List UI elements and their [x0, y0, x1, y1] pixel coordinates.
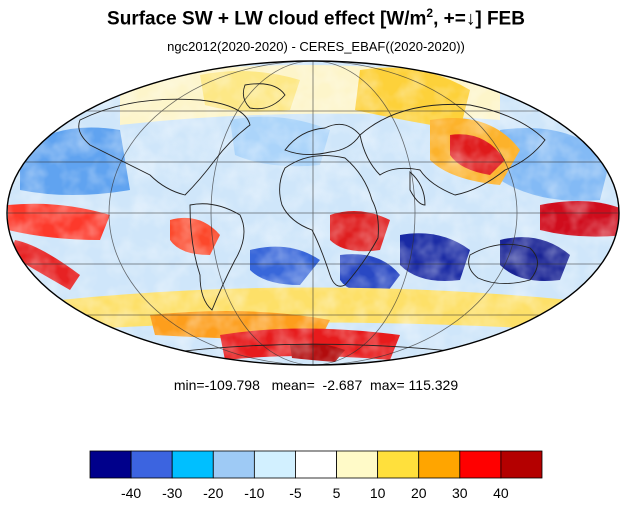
colorbar-tick-label: 30: [452, 485, 468, 501]
stat-min: -109.798: [204, 377, 260, 393]
colorbar-box: [336, 450, 379, 479]
colorbar-box: [500, 450, 543, 479]
colorbar-tick-label: 5: [333, 485, 341, 501]
colorbar-box: [295, 450, 337, 479]
coastlines: [78, 83, 546, 356]
statistics-line: min=-109.798 mean= -2.687 max= 115.329: [0, 377, 632, 393]
colorbar-box: [130, 450, 173, 479]
map-outline: [6, 60, 620, 366]
stat-min-label: min=: [173, 377, 205, 393]
stat-max: 115.329: [408, 377, 459, 393]
colorbar-tick-label: -5: [289, 485, 302, 501]
colorbar-box: [253, 450, 296, 479]
colorbar-boxes: [89, 450, 543, 479]
title-tail: , +=↓] FEB: [433, 8, 525, 30]
map-field: [7, 61, 619, 365]
colorbar-tick-label: 10: [370, 485, 386, 501]
plot-subtitle: ngc2012(2020-2020) - CERES_EBAF((2020-20…: [167, 39, 465, 54]
colorbar-tick-label: -30: [162, 485, 182, 501]
stat-max-label: max=: [370, 377, 405, 393]
colorbar-box: [377, 450, 420, 479]
title-superscript: 2: [426, 6, 434, 20]
colorbar-box: [212, 450, 255, 479]
colorbar-box: [418, 450, 461, 479]
stat-mean-label: mean=: [271, 377, 315, 393]
colorbar-box: [171, 450, 214, 479]
plot-title: Surface SW + LW cloud effect [W/m2, +=↓]…: [0, 6, 632, 30]
stat-mean: -2.687: [322, 377, 363, 393]
colorbar-tick-label: -20: [203, 485, 223, 501]
colorbar-tick-label: -10: [244, 485, 264, 501]
colorbar-tick-label: -40: [121, 485, 141, 501]
colorbar-box: [459, 450, 502, 479]
colorbar-tick-label: 20: [411, 485, 427, 501]
title-main: Surface SW + LW cloud effect [W/m: [107, 8, 427, 30]
colorbar-box: [89, 450, 132, 479]
colorbar-labels: -40 -30 -20 -10 -5 5 10 20 30 40: [121, 485, 509, 501]
colorbar-tick-label: 40: [493, 485, 509, 501]
graticule: [7, 61, 619, 365]
